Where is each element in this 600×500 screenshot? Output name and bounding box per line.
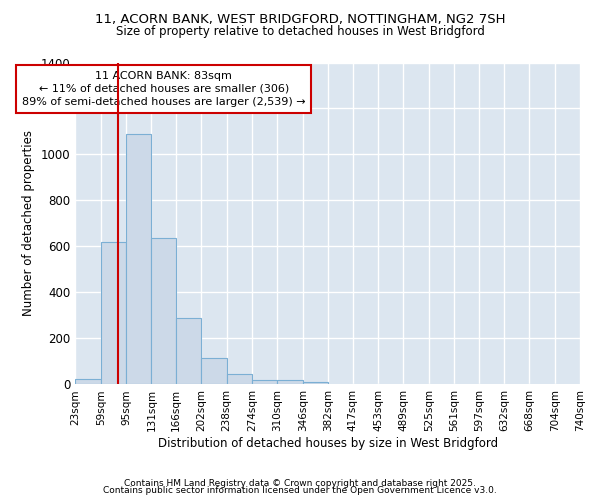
Text: Contains public sector information licensed under the Open Government Licence v3: Contains public sector information licen… xyxy=(103,486,497,495)
Text: Contains HM Land Registry data © Crown copyright and database right 2025.: Contains HM Land Registry data © Crown c… xyxy=(124,478,476,488)
Bar xyxy=(101,242,126,384)
Text: 11, ACORN BANK, WEST BRIDGFORD, NOTTINGHAM, NG2 7SH: 11, ACORN BANK, WEST BRIDGFORD, NOTTINGH… xyxy=(95,12,505,26)
Bar xyxy=(227,374,252,384)
Bar xyxy=(76,378,101,384)
Bar xyxy=(252,380,277,384)
Text: 11 ACORN BANK: 83sqm
← 11% of detached houses are smaller (306)
89% of semi-deta: 11 ACORN BANK: 83sqm ← 11% of detached h… xyxy=(22,70,305,107)
Bar xyxy=(151,238,176,384)
Y-axis label: Number of detached properties: Number of detached properties xyxy=(22,130,35,316)
X-axis label: Distribution of detached houses by size in West Bridgford: Distribution of detached houses by size … xyxy=(158,437,498,450)
Bar xyxy=(176,318,202,384)
Bar xyxy=(202,358,227,384)
Text: Size of property relative to detached houses in West Bridgford: Size of property relative to detached ho… xyxy=(116,25,484,38)
Bar xyxy=(303,382,328,384)
Bar xyxy=(126,134,151,384)
Bar xyxy=(277,380,303,384)
